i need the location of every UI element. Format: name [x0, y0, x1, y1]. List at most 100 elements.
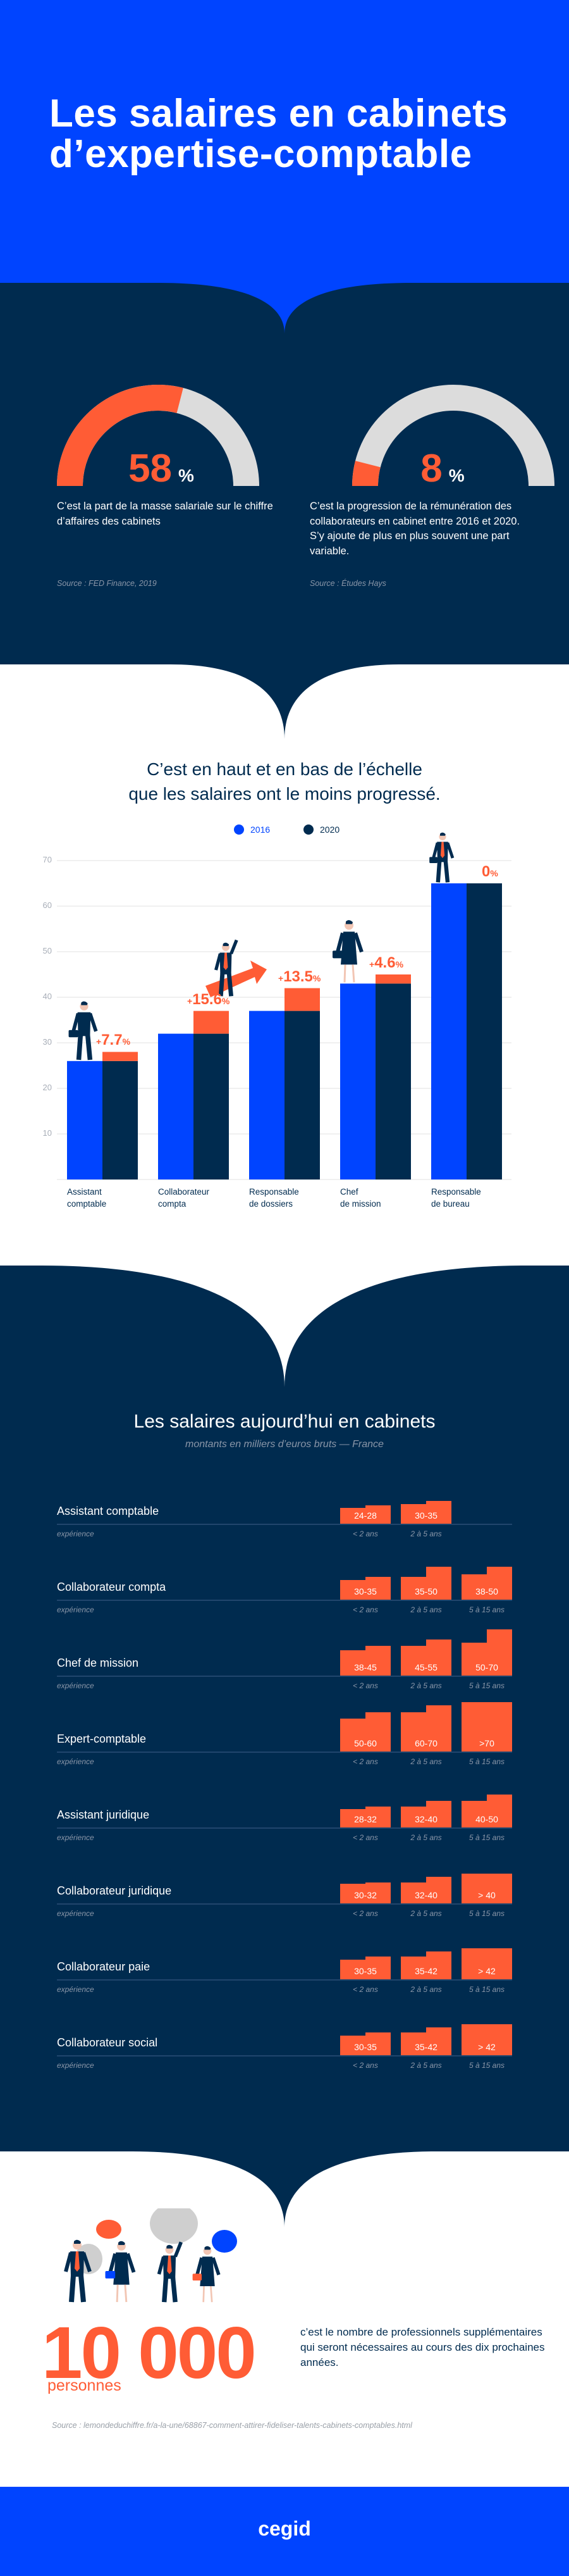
salary-bar-high [365, 1882, 391, 1903]
y-tick-label: 70 [42, 855, 52, 864]
increase-label: +7.7% [96, 1031, 131, 1049]
title-line-2: d’expertise-comptable [49, 132, 472, 176]
salary-bar-low [340, 1650, 365, 1676]
hero-section: Les salaires en cabinets d’expertise-com… [0, 0, 569, 283]
legend-2020: 2020 [303, 824, 340, 835]
speech-bubble-icon [96, 2220, 121, 2239]
salary-bar-high [365, 1956, 391, 1979]
salary-range: 60-70 [415, 1738, 437, 1748]
chart-title-line-2: que les salaires ont le moins progressé. [128, 784, 441, 804]
increase-label: +15.6% [187, 990, 230, 1008]
bar-2016 [431, 883, 467, 1179]
stat-value-1: 58% [107, 449, 215, 488]
bar-2016 [340, 983, 376, 1179]
experience-range: 5 à 15 ans [468, 1681, 505, 1690]
salary-bar-high [426, 1567, 451, 1600]
salary-row-title: Collaborateur juridique [57, 1884, 172, 1897]
experience-range: 5 à 15 ans [468, 1605, 505, 1614]
salary-bar-high [426, 1705, 451, 1752]
gauge-fill [352, 461, 381, 487]
salary-range: 30-32 [354, 1890, 377, 1900]
salary-bar-high [365, 1505, 391, 1524]
outro-section: 10 000 personnes c’est le nombre de prof… [0, 2151, 569, 2487]
page-title: Les salaires en cabinets d’expertise-com… [49, 94, 508, 175]
x-tick-line: Responsable [431, 1187, 481, 1197]
salary-range: 38-50 [475, 1586, 498, 1596]
gauges [57, 385, 554, 487]
x-tick-line: Responsable [249, 1187, 299, 1197]
salary-bar-low [340, 1883, 365, 1903]
salary-range: 32-40 [415, 1890, 437, 1900]
salary-bar-high [365, 1806, 391, 1827]
x-tick-line: de bureau [431, 1199, 470, 1209]
bar-2016 [67, 1061, 102, 1179]
salary-bar-low [340, 1959, 365, 1979]
experience-label: expérience [57, 1833, 94, 1842]
experience-range: 2 à 5 ans [410, 1985, 442, 1994]
x-tick-label: Responsable de dossiers [249, 1186, 299, 1210]
salary-range: 30-35 [415, 1510, 437, 1521]
experience-range: 5 à 15 ans [468, 2061, 505, 2070]
salary-bar-high [426, 1500, 451, 1524]
legend-2016: 2016 [234, 824, 270, 835]
experience-range: 2 à 5 ans [410, 1605, 442, 1614]
salary-bar-high [426, 2027, 451, 2055]
salary-row-title: Expert-comptable [57, 1733, 147, 1745]
experience-range: 2 à 5 ans [410, 1681, 442, 1690]
chart-section: C’est en haut et en bas de l’échelle que… [0, 664, 569, 1266]
salary-bar-low [340, 1808, 365, 1827]
salary-range: 35-50 [415, 1586, 437, 1596]
experience-range: 5 à 15 ans [468, 1985, 505, 1994]
experience-range: 2 à 5 ans [410, 1833, 442, 1842]
salary-range: 45-55 [415, 1662, 437, 1672]
salary-range: 30-35 [354, 1586, 377, 1596]
increase-label: +4.6% [369, 954, 404, 971]
section-divider-notch [42, 1266, 527, 1387]
stat-number: 8 [420, 447, 443, 490]
salaries-title: Les salaires aujourd’hui en cabinets [133, 1411, 436, 1432]
x-tick-line: Chef [340, 1187, 358, 1197]
gauge-fill [57, 385, 183, 487]
bar-2020 [102, 1061, 138, 1179]
salary-range: 50-70 [475, 1662, 498, 1672]
experience-range: 5 à 15 ans [468, 1833, 505, 1842]
salary-bar-low [340, 1719, 365, 1752]
x-tick-line: de mission [340, 1199, 381, 1209]
experience-label: expérience [57, 2061, 94, 2070]
x-tick-label: Chef de mission [340, 1186, 381, 1210]
salary-bar-high [487, 1948, 512, 1979]
salary-row-title: Collaborateur paie [57, 1960, 150, 1973]
y-tick-label: 50 [42, 946, 52, 955]
person-illustration [64, 2239, 92, 2303]
stat-number: 58 [128, 447, 173, 490]
salary-bar-low [462, 1874, 487, 1903]
experience-range: 5 à 15 ans [468, 1909, 505, 1918]
row-divider [57, 1600, 512, 1601]
legend-label: 2016 [250, 824, 271, 835]
salary-bar-high [487, 1702, 512, 1752]
experience-range: < 2 ans [353, 1833, 378, 1842]
salary-row-title: Chef de mission [57, 1657, 139, 1669]
chart-title: C’est en haut et en bas de l’échelle que… [0, 757, 569, 806]
chart-title-line-1: C’est en haut et en bas de l’échelle [147, 759, 422, 779]
x-tick-line: de dossiers [249, 1199, 293, 1209]
experience-range: < 2 ans [353, 1681, 378, 1690]
salary-bar-high [487, 1629, 512, 1676]
salary-bar-low [401, 1646, 426, 1676]
salary-bar-low [462, 1948, 487, 1979]
salary-range: 50-60 [354, 1738, 377, 1748]
salary-bar-high [426, 1951, 451, 1979]
salary-range: 35-42 [415, 1966, 437, 1976]
row-divider [57, 1979, 512, 1981]
experience-range: < 2 ans [353, 2061, 378, 2070]
experience-label: expérience [57, 1681, 94, 1690]
salary-bar-low [401, 2032, 426, 2055]
stat-caption-2: C’est la progression de la rémunération … [310, 501, 520, 557]
salary-bar-low [401, 1576, 426, 1600]
salary-bar-low [401, 1956, 426, 1979]
row-divider [57, 1524, 512, 1525]
salary-row-title: Collaborateur compta [57, 1581, 166, 1593]
salary-bar-low [462, 1574, 487, 1600]
experience-label: expérience [57, 1529, 94, 1538]
experience-label: expérience [57, 1757, 94, 1766]
